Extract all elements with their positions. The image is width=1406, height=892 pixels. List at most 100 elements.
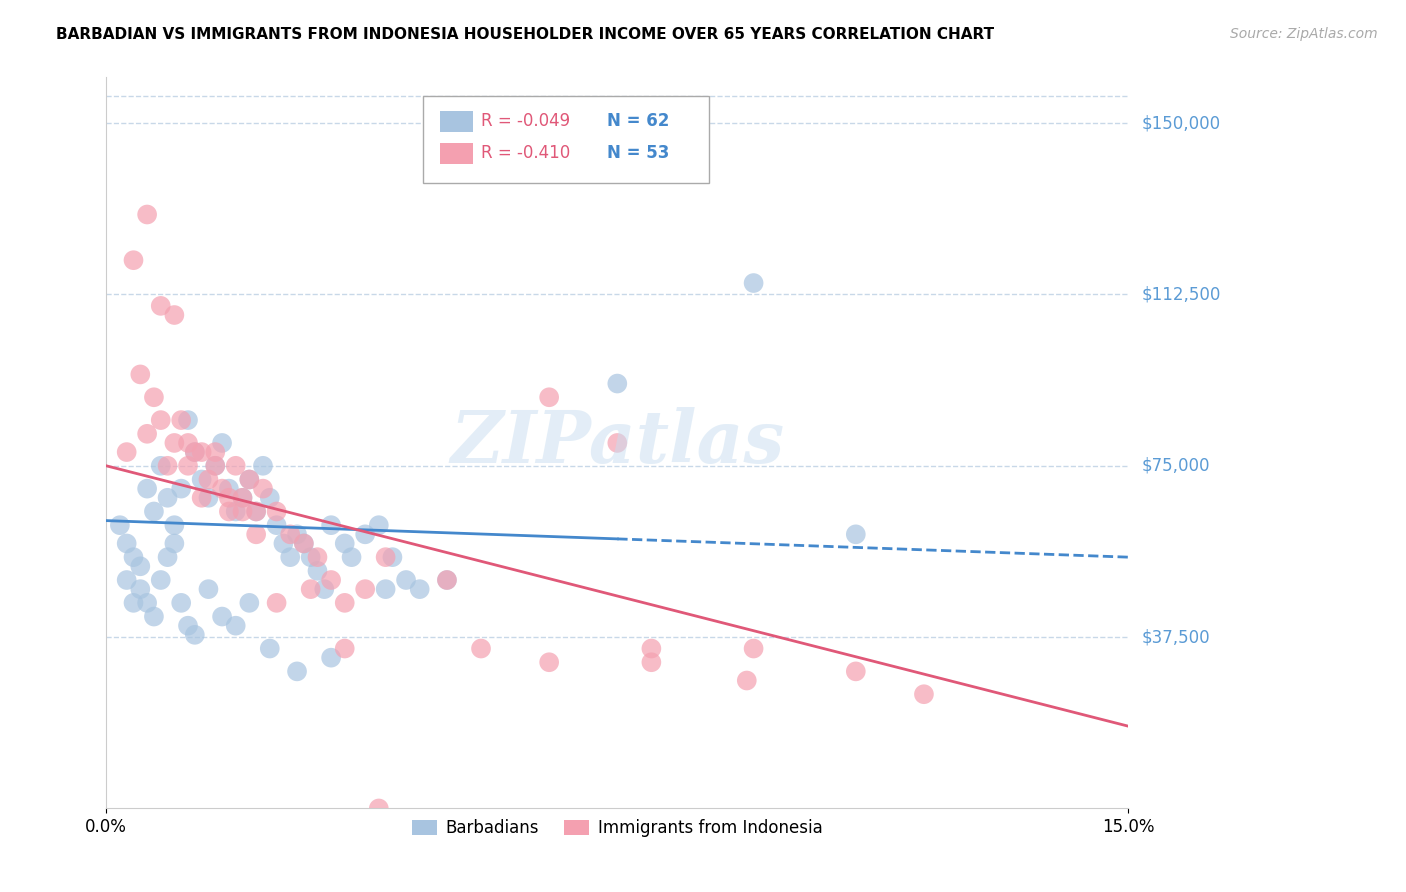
Point [136,207,159,221]
Point [177,618,200,632]
Point [204,458,226,473]
Point [333,596,356,610]
Point [115,573,138,587]
Point [231,491,253,505]
Point [218,482,240,496]
Point [395,573,418,587]
Point [197,491,219,505]
Point [163,536,186,550]
Point [409,582,432,596]
Point [204,445,226,459]
Point [307,564,329,578]
Point [735,673,758,688]
Point [374,582,396,596]
Point [225,504,247,518]
Point [163,436,186,450]
Point [252,482,274,496]
Text: ZIPatlas: ZIPatlas [450,408,785,478]
Point [606,376,628,391]
Point [238,596,260,610]
FancyBboxPatch shape [423,95,709,184]
Point [266,596,288,610]
Point [319,518,342,533]
Point [156,458,179,473]
Point [211,482,233,496]
Point [177,413,200,427]
Point [129,368,152,382]
Text: $75,000: $75,000 [1142,457,1211,475]
Point [354,527,377,541]
Point [340,550,363,565]
Bar [440,112,474,131]
Point [238,473,260,487]
Legend: Barbadians, Immigrants from Indonesia: Barbadians, Immigrants from Indonesia [406,813,830,844]
Point [142,504,165,518]
Point [259,491,281,505]
Point [538,655,561,669]
Text: R = -0.049: R = -0.049 [481,112,571,130]
Point [367,801,389,815]
Point [245,504,267,518]
Point [640,641,662,656]
Point [136,482,159,496]
Point [190,491,212,505]
Point [115,445,138,459]
Point [136,596,159,610]
Point [190,473,212,487]
Text: N = 53: N = 53 [607,145,669,162]
Point [266,518,288,533]
Point [122,596,145,610]
Point [245,527,267,541]
Point [374,550,396,565]
Point [184,445,207,459]
Point [259,641,281,656]
Point [170,596,193,610]
Point [225,458,247,473]
Point [299,582,322,596]
Point [245,504,267,518]
Point [129,559,152,574]
Point [640,655,662,669]
Point [333,641,356,656]
Text: BARBADIAN VS IMMIGRANTS FROM INDONESIA HOUSEHOLDER INCOME OVER 65 YEARS CORRELAT: BARBADIAN VS IMMIGRANTS FROM INDONESIA H… [56,27,994,42]
Point [190,445,212,459]
Point [238,473,260,487]
Point [177,458,200,473]
Point [538,390,561,404]
Point [742,276,765,290]
Point [149,458,172,473]
Point [218,504,240,518]
Text: $150,000: $150,000 [1142,114,1222,132]
Text: $112,500: $112,500 [1142,285,1222,303]
Bar [440,144,474,164]
Point [197,473,219,487]
Text: R = -0.410: R = -0.410 [481,145,571,162]
Point [184,445,207,459]
Point [142,390,165,404]
Point [129,582,152,596]
Point [845,665,868,679]
Point [333,536,356,550]
Point [436,573,458,587]
Point [845,527,868,541]
Point [156,550,179,565]
Point [252,458,274,473]
Point [266,504,288,518]
Point [149,413,172,427]
Point [163,518,186,533]
Point [156,491,179,505]
Point [314,582,336,596]
Point [149,573,172,587]
Text: Source: ZipAtlas.com: Source: ZipAtlas.com [1230,27,1378,41]
Point [606,436,628,450]
Point [218,491,240,505]
Point [436,573,458,587]
Point [225,618,247,632]
Point [292,536,315,550]
Point [273,536,295,550]
Point [211,436,233,450]
Point [319,573,342,587]
Point [381,550,404,565]
Point [278,550,301,565]
Point [122,253,145,268]
